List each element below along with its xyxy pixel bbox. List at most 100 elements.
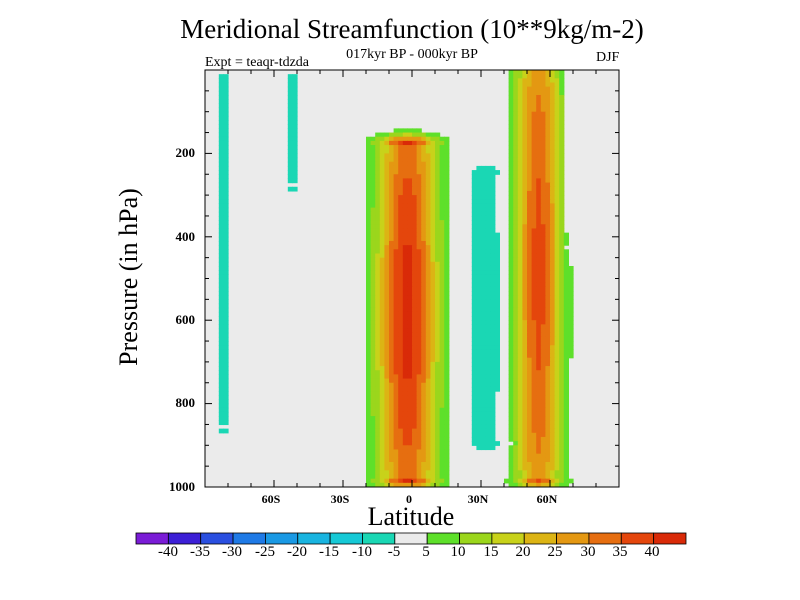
contour-cell <box>370 428 376 434</box>
contour-cell <box>389 366 395 371</box>
contour-cell <box>379 182 385 188</box>
contour-cell <box>430 228 436 234</box>
contour-cell <box>554 215 560 221</box>
contour-cell <box>494 378 500 384</box>
contour-cell <box>554 70 560 75</box>
contour-cell <box>559 270 565 275</box>
contour-cell <box>545 165 551 171</box>
contour-cell <box>485 228 491 234</box>
contour-cell <box>476 445 482 451</box>
contour-cell <box>416 341 422 346</box>
contour-cell <box>527 70 533 75</box>
contour-cell <box>379 153 385 159</box>
contour-cell <box>527 111 533 117</box>
contour-cell <box>485 420 491 426</box>
contour-cell <box>430 453 436 459</box>
contour-cell <box>412 474 418 480</box>
contour-cell <box>540 245 546 250</box>
contour-cell <box>517 165 523 171</box>
contour-cell <box>402 307 408 313</box>
contour-cell <box>536 357 542 363</box>
contour-cell <box>545 307 551 313</box>
contour-cell <box>531 395 537 401</box>
contour-cell <box>517 403 523 409</box>
contour-cell <box>370 336 376 342</box>
contour-cell <box>421 424 427 430</box>
contour-cell <box>522 86 528 92</box>
contour-cell <box>554 336 560 342</box>
contour-cell <box>416 436 422 442</box>
contour-cell <box>416 466 422 471</box>
contour-cell <box>370 324 376 330</box>
contour-cell <box>545 149 551 154</box>
contour-cell <box>435 416 441 421</box>
contour-cell <box>287 145 293 150</box>
contour-cell <box>517 474 523 480</box>
contour-cell <box>421 357 427 363</box>
contour-cell <box>508 145 514 150</box>
contour-cell <box>412 436 418 442</box>
contour-cell <box>366 478 372 484</box>
contour-cell <box>531 274 537 280</box>
contour-cell <box>223 382 229 388</box>
contour-cell <box>527 332 533 338</box>
contour-cell <box>375 453 381 459</box>
contour-cell <box>444 145 450 150</box>
contour-cell <box>421 211 427 217</box>
contour-cell <box>471 265 477 271</box>
contour-cell <box>527 124 533 129</box>
contour-cell <box>402 245 408 250</box>
contour-cell <box>471 286 477 292</box>
contour-cell <box>545 157 551 163</box>
contour-cell <box>536 149 542 154</box>
contour-cell <box>490 228 496 234</box>
contour-cell <box>531 140 537 146</box>
contour-cell <box>287 86 293 92</box>
contour-cell <box>531 320 537 325</box>
contour-cell <box>375 391 381 396</box>
contour-cell <box>375 441 381 446</box>
contour-cell <box>435 270 441 275</box>
contour-cell <box>550 370 556 376</box>
contour-cell <box>435 482 441 487</box>
contour-cell <box>430 386 436 392</box>
contour-cell <box>508 457 514 463</box>
contour-cell <box>398 336 404 342</box>
contour-cell <box>517 361 523 367</box>
contour-cell <box>536 157 542 163</box>
contour-cell <box>366 140 372 146</box>
contour-cell <box>425 478 431 484</box>
contour-cell <box>545 411 551 417</box>
contour-cell <box>536 291 542 296</box>
contour-cell <box>517 153 523 159</box>
contour-cell <box>531 336 537 342</box>
contour-cell <box>379 428 385 434</box>
contour-cell <box>559 99 565 104</box>
contour-cell <box>379 207 385 213</box>
contour-cell <box>550 149 556 154</box>
contour-cell <box>545 195 551 200</box>
colorbar-label: 25 <box>547 544 563 560</box>
contour-cell <box>545 382 551 388</box>
contour-cell <box>379 466 385 471</box>
contour-cell <box>430 145 436 150</box>
contour-cell <box>522 270 528 275</box>
contour-cell <box>370 474 376 480</box>
contour-cell <box>370 370 376 376</box>
contour-cell <box>430 432 436 438</box>
contour-cell <box>527 366 533 371</box>
contour-cell <box>416 291 422 296</box>
contour-cell <box>490 307 496 313</box>
chart-subtitle: 017kyr BP - 000kyr BP <box>346 47 478 62</box>
contour-cell <box>476 278 482 284</box>
contour-cell <box>540 461 546 467</box>
contour-cell <box>554 295 560 300</box>
contour-cell <box>430 224 436 230</box>
contour-cell <box>508 111 514 117</box>
contour-cell <box>536 132 542 138</box>
contour-cell <box>425 445 431 451</box>
contour-cell <box>522 228 528 234</box>
contour-cell <box>517 457 523 463</box>
contour-cell <box>402 341 408 346</box>
contour-cell <box>421 478 427 484</box>
